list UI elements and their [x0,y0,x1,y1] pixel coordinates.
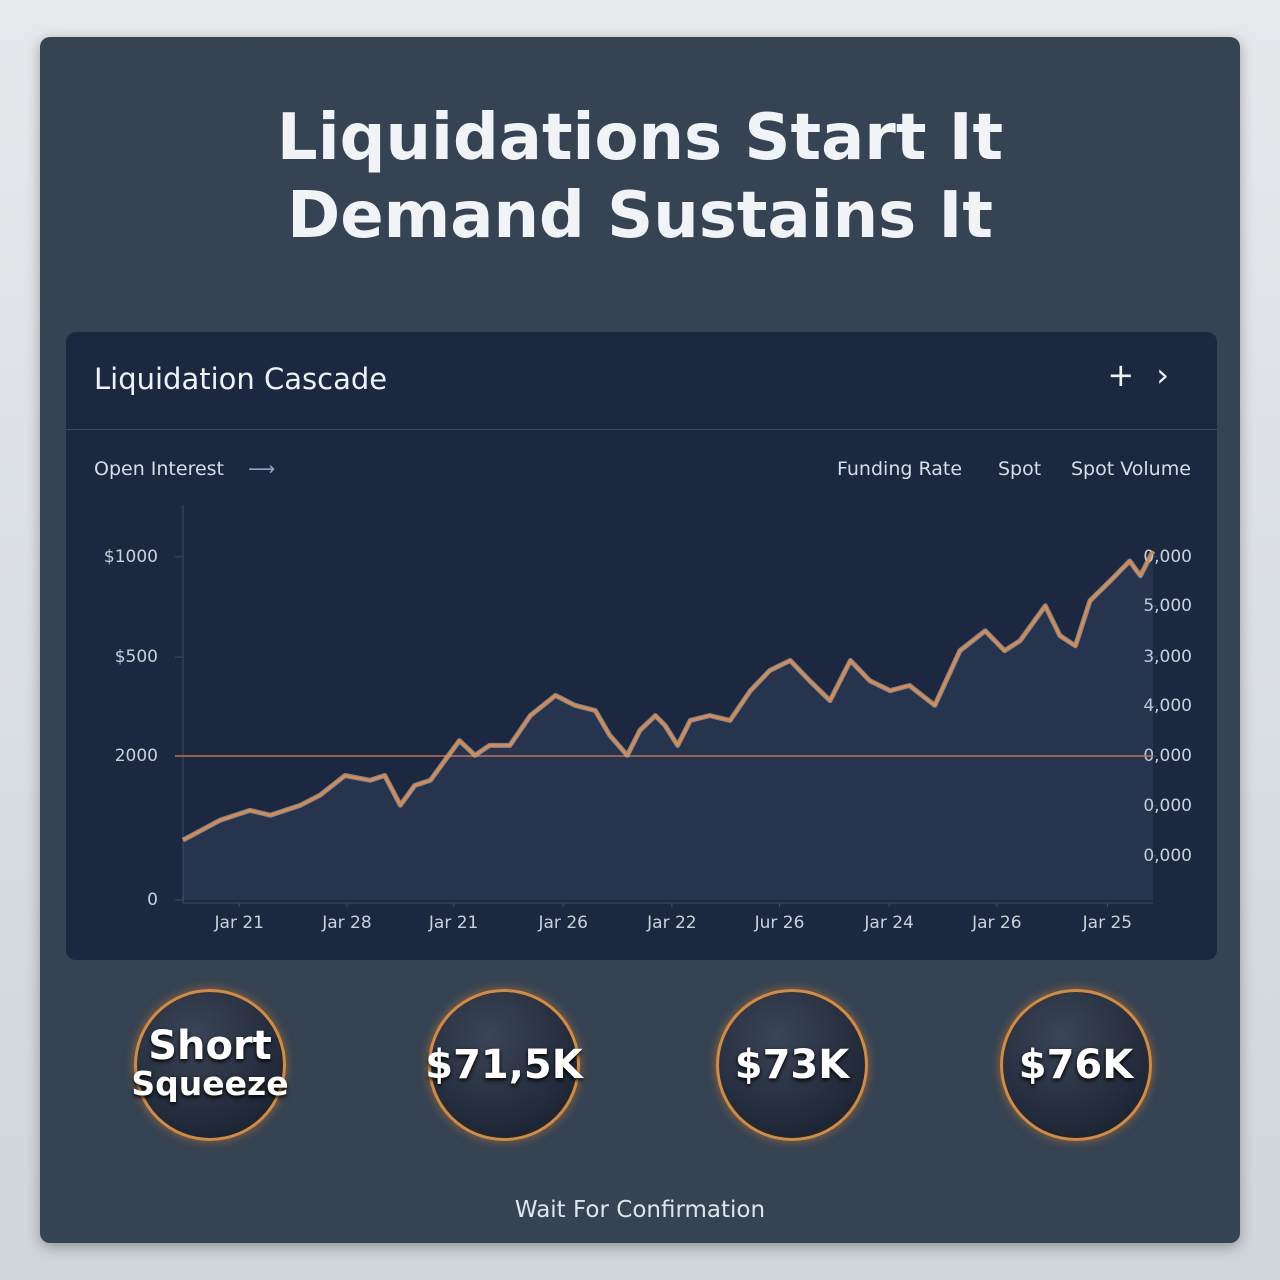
x-tick-label: Jar 21 [428,913,478,933]
arrow: ⟶ [248,458,276,480]
badge: $73K [716,989,868,1141]
legend-item[interactable]: Spot [998,458,1042,480]
y2-tick-label: 3,000 [1143,647,1192,667]
legend-item[interactable]: Spot Volume [1071,458,1191,480]
divider [66,429,1217,430]
x-tick-label: Jar 26 [971,913,1021,933]
y-tick-label: $500 [115,647,158,667]
panel-title: Liquidation Cascade [94,362,388,396]
y2-tick-label: 5,000 [1143,596,1192,616]
x-tick-label: Jar 28 [321,913,371,933]
line [182,550,1155,842]
badge: $71,5K [425,989,583,1141]
footer: Wait For Confirmation [514,1197,766,1223]
legend-item[interactable]: Funding Rate [837,458,963,480]
x-tick-label: Jur 26 [754,913,805,933]
badge-text: Short [148,1023,272,1069]
legend-item[interactable]: Open Interest [94,458,225,480]
title-line: Liquidations Start It [276,101,1004,175]
card: Liquidations Start It Demand Sustains It… [40,37,1240,1243]
x-tick-label: Jar 26 [538,913,588,933]
y2-tick-label: 0,000 [1143,796,1192,816]
area [183,551,1153,900]
badge: Short Squeeze [131,989,289,1141]
x-tick-label: Jar 21 [214,913,264,933]
badge-text: $73K [734,1042,850,1088]
title: Liquidations Start It Demand Sustains It [40,99,1240,255]
badge: $76K [1000,989,1152,1141]
badge-text: $76K [1018,1042,1134,1088]
y2-tick-label: 4,000 [1143,696,1192,716]
badge-text: $71,5K [425,1042,583,1088]
x-tick-label: Jar 25 [1082,913,1132,933]
y2-tick-label: 0,000 [1143,846,1192,866]
x-tick-label: Jar 24 [863,913,913,933]
y2-tick-label: 0,000 [1143,746,1192,766]
panel-icons[interactable]: +› [1107,356,1191,394]
title-line: Demand Sustains It [287,179,993,253]
chart-panel: Liquidation Cascade +› Open Interest ⟶ F… [66,332,1217,960]
badge-text: Squeeze [131,1064,289,1103]
y-tick-label: 2000 [115,746,158,766]
y2-tick-label: 0,000 [1143,547,1192,567]
y-tick-label: $1000 [104,547,158,567]
y-tick-label: 0 [147,890,158,910]
x-tick-label: Jar 22 [646,913,696,933]
